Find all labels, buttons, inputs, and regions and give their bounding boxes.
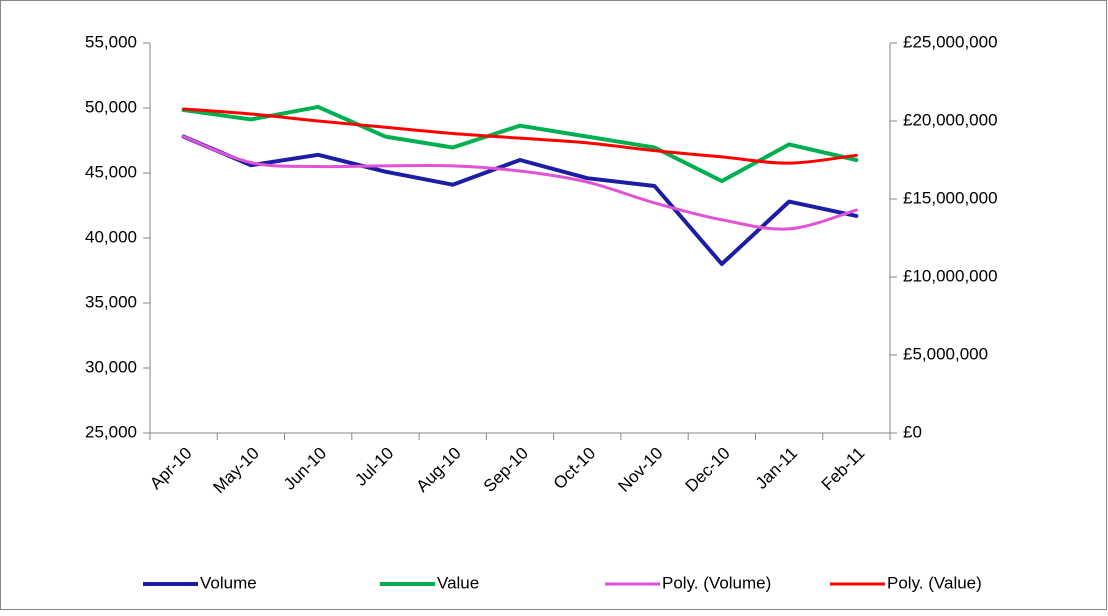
y2-tick-label: £0 bbox=[903, 422, 922, 441]
series-line bbox=[182, 107, 858, 165]
y-tick-label: 45,000 bbox=[85, 162, 137, 181]
series-line bbox=[181, 104, 859, 184]
legend-label: Value bbox=[437, 573, 479, 592]
legend-label: Poly. (Value) bbox=[887, 573, 982, 592]
y2-tick-label: £20,000,000 bbox=[903, 110, 998, 129]
series-line bbox=[182, 135, 858, 231]
series-line bbox=[181, 134, 859, 266]
y-tick-label: 50,000 bbox=[85, 97, 137, 116]
y-tick-label: 25,000 bbox=[85, 422, 137, 441]
y-tick-label: 35,000 bbox=[85, 292, 137, 311]
y2-tick-label: £10,000,000 bbox=[903, 266, 998, 285]
y2-tick-label: £5,000,000 bbox=[903, 344, 988, 363]
legend-label: Volume bbox=[200, 573, 257, 592]
y2-tick-label: £25,000,000 bbox=[903, 32, 998, 51]
y-tick-label: 30,000 bbox=[85, 357, 137, 376]
y-tick-label: 40,000 bbox=[85, 227, 137, 246]
y-tick-label: 55,000 bbox=[85, 32, 137, 51]
legend-label: Poly. (Volume) bbox=[662, 573, 771, 592]
y2-tick-label: £15,000,000 bbox=[903, 188, 998, 207]
